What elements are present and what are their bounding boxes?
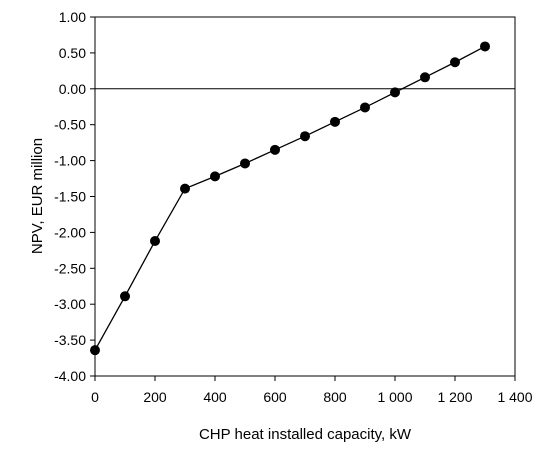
y-tick-label: -2.00 [54,224,86,240]
y-tick-label: -4.00 [54,368,86,384]
data-point [150,236,160,247]
data-point [330,116,340,127]
y-tick-label: -2.50 [54,260,86,276]
x-tick-label: 1 400 [497,389,532,405]
data-point [360,102,370,113]
y-axis-ticks: 1.00 0.50 0.00 -0.50 -1.00 -1.50 -2.00 -2.50 -3.… [54,9,95,384]
y-tick-label: 0.50 [59,45,86,61]
data-point [210,171,220,182]
y-tick-label: 1.00 [59,9,86,25]
data-point [90,345,100,356]
x-tick-label: 1 200 [437,389,472,405]
data-point [240,158,250,169]
data-point [450,57,460,68]
x-tick-label: 400 [203,389,227,405]
series-line [94,45,486,351]
y-tick-label: -1.50 [54,189,86,205]
data-point [420,72,430,83]
data-point [390,87,400,98]
y-tick-label: 0.00 [59,81,86,97]
data-point [180,183,190,194]
data-points [90,41,490,356]
x-tick-label: 0 [91,389,99,405]
y-tick-label: -3.50 [54,332,86,348]
x-tick-label: 600 [263,389,287,405]
y-tick-label: -0.50 [54,117,86,133]
x-tick-label: 1 000 [377,389,412,405]
x-axis-ticks: 0 200 400 600 800 1 000 1 200 1 400 [91,376,533,405]
plot-area [94,16,516,377]
y-tick-label: -3.00 [54,296,86,312]
data-point [480,41,490,52]
data-point [300,131,310,142]
y-tick-label: -1.00 [54,153,86,169]
data-point [270,144,280,155]
y-axis-title: NPV, EUR million [29,138,46,254]
data-point [120,291,130,302]
x-tick-label: 200 [143,389,167,405]
x-tick-label: 800 [323,389,347,405]
x-axis-title: CHP heat installed capacity, kW [199,426,412,443]
